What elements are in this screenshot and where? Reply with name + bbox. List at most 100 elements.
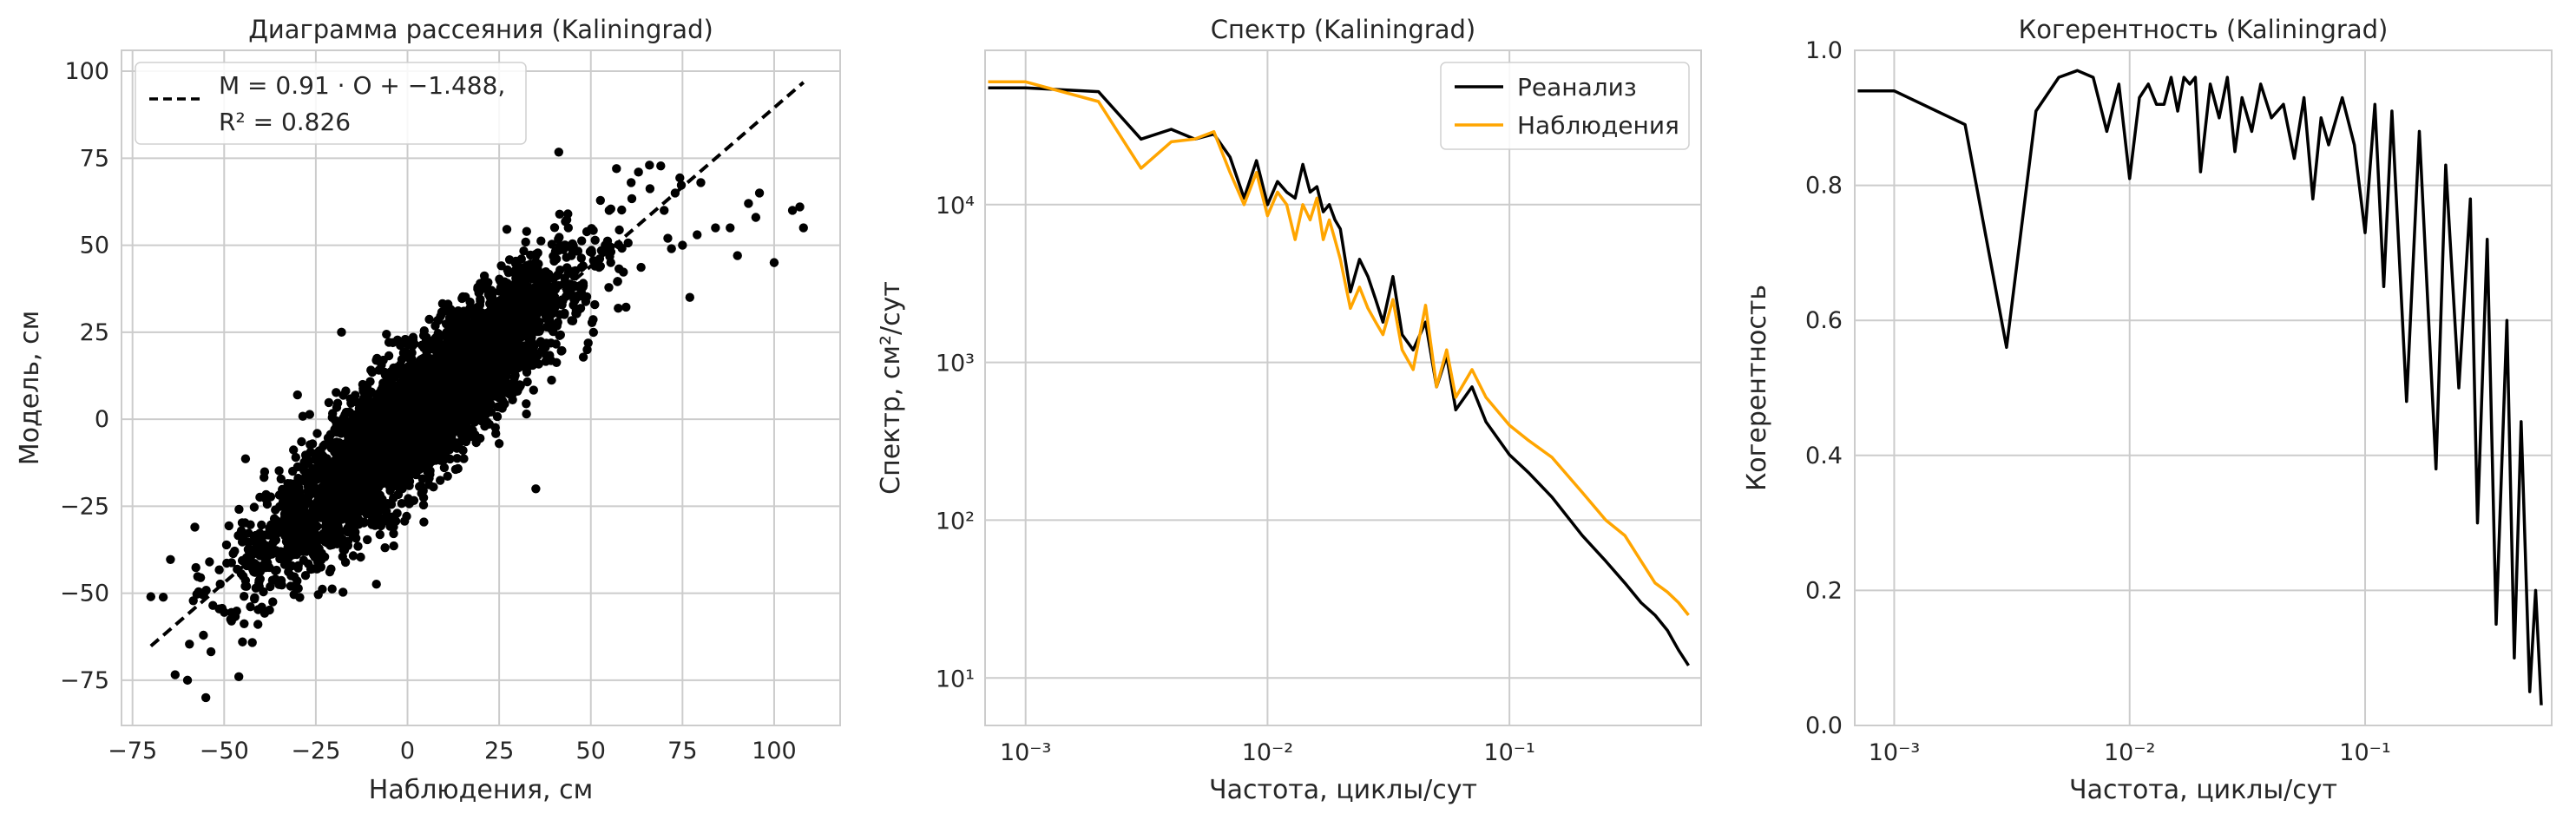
legend-fit-equation: M = 0.91 · O + −1.488, [219,71,505,100]
scatter-point [415,482,424,491]
scatter-point [430,321,440,331]
scatter-point [430,333,440,343]
scatter-point [554,148,563,157]
scatter-point [497,401,507,410]
scatter-point [353,541,363,551]
scatter-point [425,431,435,441]
scatter-point [544,269,554,279]
scatter-point [494,438,504,449]
scatter-point [407,429,417,438]
scatter-point [413,366,423,376]
scatter-point [348,397,358,406]
coherence-title: Когерентность (Kaliningrad) [2019,15,2389,44]
scatter-point [656,161,666,171]
scatter-point [568,300,578,310]
scatter-point [503,265,512,275]
scatter-point [470,323,480,333]
scatter-point [318,584,327,594]
scatter-point [343,523,352,533]
scatter-point [274,466,284,476]
scatter-point [359,408,369,418]
scatter-point [549,223,560,233]
scatter-point [378,382,388,391]
scatter-point [476,279,485,288]
spectrum-y-label: Спектр, см²/сут [876,281,906,495]
scatter-point [244,528,253,538]
scatter-point [374,472,384,482]
x-tick-label: 10⁻³ [1869,739,1920,766]
scatter-point [544,320,554,330]
scatter-point [423,467,432,476]
scatter-point [391,439,401,450]
scatter-point [576,263,587,272]
scatter-point [345,428,355,437]
scatter-point [470,339,480,350]
scatter-x-label: Наблюдения, см [369,775,593,805]
scatter-point [338,458,348,468]
scatter-point [387,512,398,522]
scatter-point [363,535,372,545]
scatter-point [284,502,294,512]
scatter-point [491,429,501,438]
scatter-point [424,438,433,449]
scatter-point [360,469,371,479]
y-tick-label: 0.4 [1805,443,1843,469]
spectrum-legend: Реанализ Наблюдения [1440,62,1690,150]
scatter-point [182,675,193,686]
scatter-point [247,638,257,647]
scatter-point [430,410,439,419]
scatter-point [560,310,569,319]
coherence-lines [1857,69,2543,705]
scatter-point [417,430,427,439]
spectrum-grid [985,50,1701,725]
scatter-point [529,385,538,395]
reanalysis-line [988,86,1690,666]
scatter-point [477,371,488,380]
scatter-point [368,504,378,514]
scatter-point [266,581,275,592]
scatter-point [486,285,496,295]
scatter-point [361,501,371,511]
scatter-point [464,408,475,417]
scatter-point [253,620,263,629]
coherence-frame [1854,49,2553,726]
y-tick-label: 0.8 [1805,173,1843,200]
scatter-point [453,463,463,474]
x-tick-label: −75 [108,738,157,765]
scatter-point [563,209,573,219]
scatter-point [417,474,427,483]
scatter-point [439,463,450,473]
scatter-point [711,223,720,233]
scatter-point [244,537,253,548]
coherence-ticks: 10⁻³ 10⁻² 10⁻¹0.00.20.40.60.81.0 [1805,37,2391,766]
scatter-point [555,209,564,219]
scatter-point [458,292,468,302]
scatter-point [337,327,346,338]
scatter-point [549,326,558,337]
y-tick-label: 10¹ [936,666,975,692]
scatter-point [513,282,522,292]
scatter-point [496,324,506,334]
y-tick-label: 50 [80,233,109,259]
scatter-point [338,390,348,400]
scatter-point [253,605,263,614]
scatter-point [445,454,455,464]
scatter-point [238,637,247,646]
scatter-point [562,253,571,262]
scatter-point [432,351,443,360]
scatter-point [246,602,255,612]
scatter-point [257,520,266,530]
scatter-point [424,355,434,365]
x-tick-label: −50 [200,738,249,765]
legend-observations-label: Наблюдения [1517,111,1679,140]
scatter-point [376,521,386,531]
scatter-point [227,607,236,617]
scatter-point [663,233,673,243]
scatter-point [454,426,464,436]
scatter-point [185,640,194,649]
scatter-point [332,466,342,476]
scatter-point [383,417,392,427]
x-tick-label: 10⁻² [1242,739,1293,766]
scatter-point [200,692,211,703]
scatter-point [510,371,520,380]
